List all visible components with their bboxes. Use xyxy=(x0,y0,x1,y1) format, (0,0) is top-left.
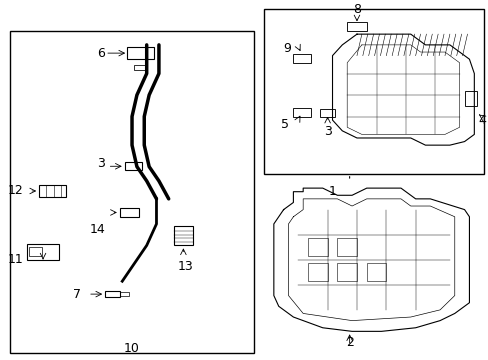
Text: 14: 14 xyxy=(89,223,105,236)
Text: 2: 2 xyxy=(345,336,353,349)
Text: 11: 11 xyxy=(8,253,23,266)
Bar xyxy=(29,247,41,256)
Text: 6: 6 xyxy=(97,47,105,60)
Bar xyxy=(464,91,476,106)
Bar xyxy=(337,263,356,281)
Text: 9: 9 xyxy=(283,42,290,55)
Bar xyxy=(134,64,146,70)
Bar xyxy=(307,263,327,281)
Text: 13: 13 xyxy=(178,260,193,273)
Text: 12: 12 xyxy=(8,184,23,198)
Bar xyxy=(173,226,193,246)
Text: 5: 5 xyxy=(280,118,288,131)
Text: 3: 3 xyxy=(97,157,105,170)
Bar xyxy=(293,54,310,63)
Bar xyxy=(366,263,386,281)
Bar xyxy=(346,22,366,31)
Bar xyxy=(307,238,327,256)
Bar xyxy=(124,162,142,170)
Bar xyxy=(10,31,254,353)
Text: 10: 10 xyxy=(124,342,140,355)
Bar xyxy=(320,109,334,117)
Bar xyxy=(105,291,120,297)
Bar xyxy=(39,185,66,197)
Bar xyxy=(27,244,59,260)
Text: 7: 7 xyxy=(73,288,81,301)
Bar xyxy=(337,238,356,256)
Bar xyxy=(120,292,128,296)
Bar xyxy=(264,9,483,174)
Text: 8: 8 xyxy=(352,3,360,16)
Text: 1: 1 xyxy=(328,185,336,198)
Bar xyxy=(127,47,154,59)
Text: 3: 3 xyxy=(323,125,331,139)
Bar xyxy=(120,208,139,217)
Text: 4: 4 xyxy=(477,114,485,127)
Bar xyxy=(293,108,310,117)
